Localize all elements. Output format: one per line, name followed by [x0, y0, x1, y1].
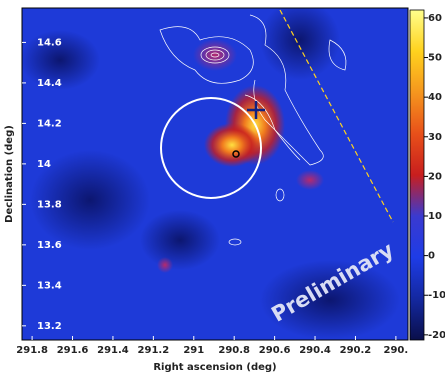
y-tick-label: 14: [37, 159, 51, 170]
x-tick-label: 291.2: [138, 345, 170, 356]
y-tick-label: 13.2: [37, 321, 62, 332]
sky-map: [20, 0, 408, 340]
y-axis-title: Declination (deg): [4, 125, 15, 223]
colorbar-tick-label: 20: [428, 171, 442, 182]
y-tick-label: 13.6: [37, 240, 62, 251]
colorbar-tick-label: -10: [428, 290, 445, 301]
y-tick-label: 13.4: [37, 280, 62, 291]
colorbar: [410, 10, 424, 340]
y-tick-label: 13.8: [37, 199, 62, 210]
x-tick-label: 290.2: [340, 345, 372, 356]
colorbar-tick-label: 10: [428, 211, 442, 222]
colorbar-tick-label: 0: [428, 251, 435, 262]
y-tick-label: 14.6: [37, 37, 62, 48]
x-tick-label: 291: [183, 345, 204, 356]
x-tick-label: 290.6: [259, 345, 291, 356]
colorbar-tick-label: 60: [428, 13, 442, 24]
x-tick-label: 290.: [384, 345, 409, 356]
colorbar-tick-label: 40: [428, 92, 442, 103]
colorbar-tick-label: -20: [428, 330, 445, 341]
x-tick-label: 291.8: [16, 345, 48, 356]
x-tick-label: 291.6: [57, 345, 89, 356]
y-tick-label: 14.2: [37, 118, 62, 129]
colorbar-tick-label: 50: [428, 53, 442, 64]
x-axis-title: Right ascension (deg): [153, 362, 276, 373]
x-tick-label: 291.4: [97, 345, 129, 356]
y-tick-label: 14.4: [37, 78, 62, 89]
colorbar-tick-label: 30: [428, 132, 442, 143]
x-tick-label: 290.4: [299, 345, 331, 356]
chart: Right ascension (deg) Declination (deg) …: [0, 0, 445, 374]
x-tick-label: 290.8: [218, 345, 250, 356]
